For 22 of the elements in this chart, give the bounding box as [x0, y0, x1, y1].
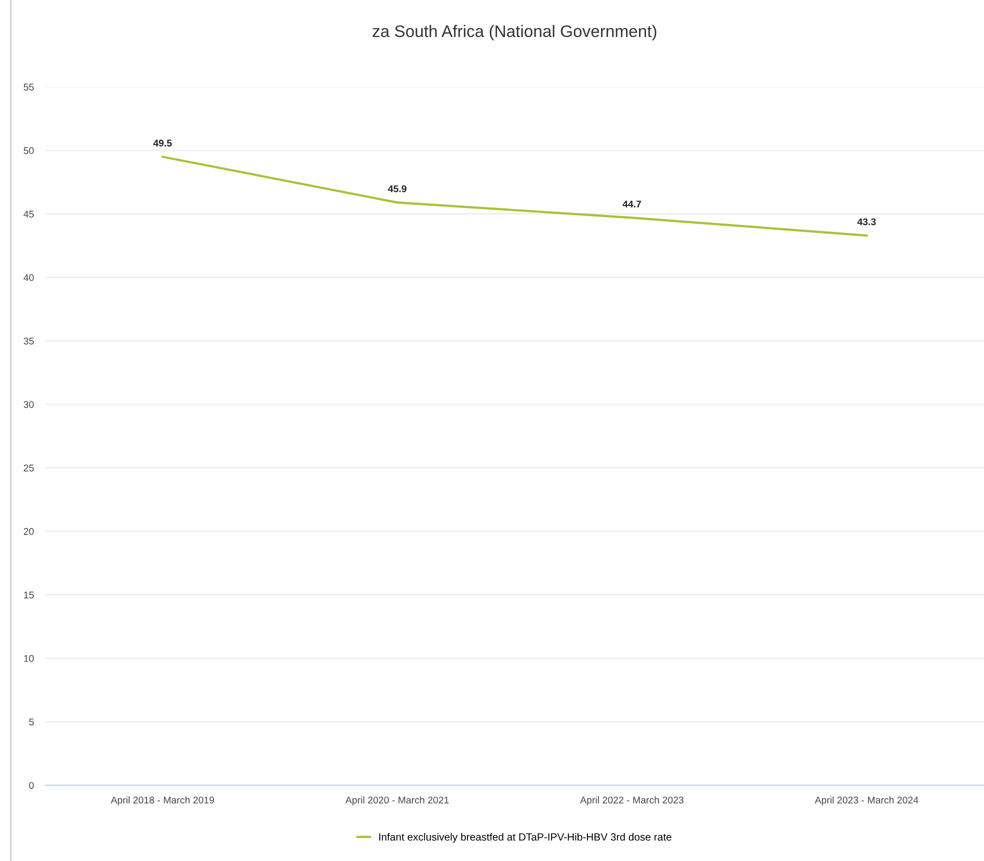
chart-title: za South Africa (National Government) [372, 24, 656, 40]
y-tick-label: 45 [24, 210, 34, 218]
y-tick-label: 15 [24, 592, 34, 598]
y-tick-label: 20 [24, 528, 34, 535]
y-tick-label: 50 [24, 147, 34, 154]
x-tick-label: April 2023 - March 2024 [814, 796, 918, 806]
y-tick-label: 5 [29, 718, 34, 726]
y-tick-label: 10 [24, 655, 34, 662]
x-tick-label: April 2022 - March 2023 [580, 796, 684, 806]
data-label: 49.5 [153, 140, 172, 147]
y-tick-label: 0 [29, 782, 34, 789]
data-label: 43.3 [857, 218, 876, 226]
y-tick-label: 25 [24, 464, 34, 472]
data-label: 44.7 [622, 200, 642, 208]
legend-label: Infant exclusively breastfed at DTaP-IPV-Hib-HBV 3rd dose rate [379, 833, 672, 843]
x-tick-label: April 2018 - March 2019 [110, 796, 214, 806]
y-tick-label: 30 [24, 401, 34, 408]
x-tick-label: April 2020 - March 2021 [345, 796, 449, 806]
y-tick-label: 55 [24, 84, 34, 91]
y-tick-label: 35 [24, 338, 34, 344]
y-tick-label: 40 [24, 274, 34, 282]
data-label: 45.9 [388, 185, 406, 192]
